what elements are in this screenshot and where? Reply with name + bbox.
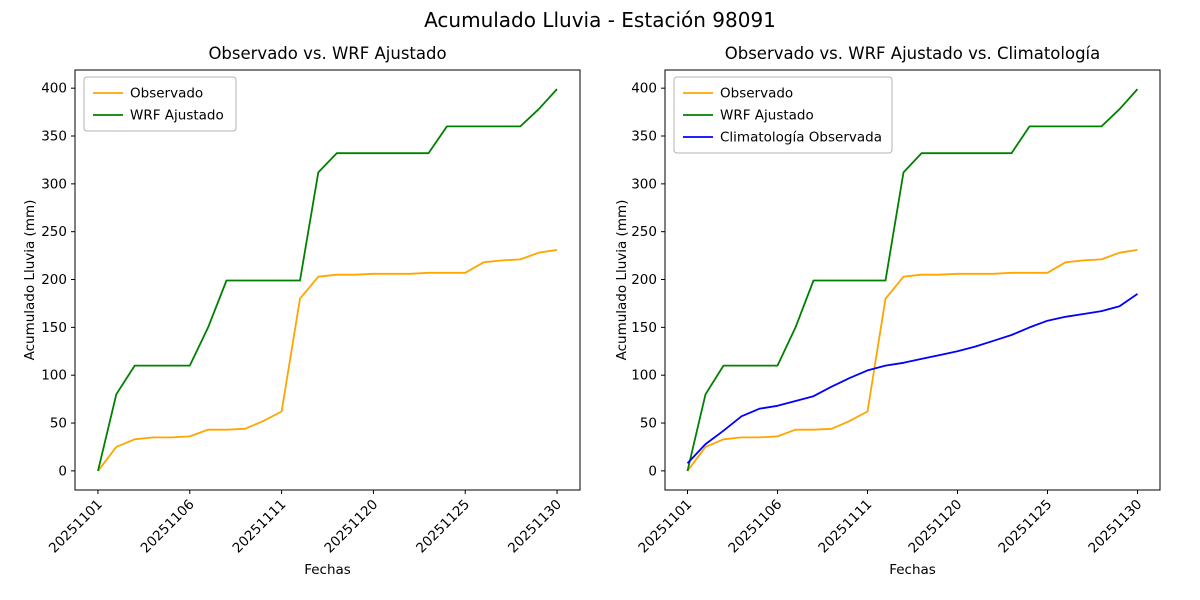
y-tick-label: 400: [631, 81, 657, 97]
legend-label: Observado: [130, 86, 203, 102]
right-chart-canvas: 0 50 100 150 200 250 300 350 400 20251101 20251106…: [631, 69, 1161, 557]
y-tick-label: 100: [41, 368, 67, 384]
series-line-WRF Ajustado: [686, 88, 1139, 472]
x-tick-label: 20251130: [505, 497, 565, 557]
y-tick-label: 0: [58, 463, 67, 479]
right-chart-ylabel: Acumulado Lluvia (mm): [614, 199, 630, 361]
legend: [83, 76, 237, 132]
x-tick-label: 20251125: [995, 497, 1055, 557]
y-tick-label: 250: [631, 224, 657, 240]
legend-label: WRF Ajustado: [720, 108, 814, 124]
left-chart-ylabel: Acumulado Lluvia (mm): [22, 199, 38, 361]
y-tick-label: 50: [640, 416, 657, 432]
y-tick-label: 200: [631, 272, 657, 288]
y-tick-label: 300: [41, 176, 67, 192]
y-tick-label: 200: [41, 272, 67, 288]
x-tick-label: 20251111: [230, 497, 290, 557]
y-tick-label: 400: [41, 81, 67, 97]
y-tick-label: 0: [648, 463, 657, 479]
y-tick-label: 350: [631, 129, 657, 145]
left-chart: 0 50 100 150 200 250 300 350 400 20251101 20251106…: [22, 44, 581, 578]
legend-label: Observado: [720, 86, 793, 102]
left-chart-title: Observado vs. WRF Ajustado: [208, 44, 447, 63]
x-tick-label: 20251101: [635, 497, 695, 557]
legend-label: WRF Ajustado: [130, 108, 224, 124]
series-line-WRF Ajustado: [97, 88, 558, 472]
x-tick-label: 20251106: [138, 497, 198, 557]
y-tick-label: 350: [41, 129, 67, 145]
figure-title: Acumulado Lluvia - Estación 98091: [424, 8, 776, 32]
x-tick-label: 20251120: [321, 497, 381, 557]
right-chart-xlabel: Fechas: [889, 562, 936, 578]
x-tick-label: 20251130: [1085, 497, 1145, 557]
y-tick-label: 150: [41, 320, 67, 336]
x-tick-label: 20251125: [413, 497, 473, 557]
x-tick-label: 20251101: [46, 497, 106, 557]
left-chart-canvas: 0 50 100 150 200 250 300 350 400 20251101 20251106…: [41, 69, 581, 557]
series-line-Observado: [97, 249, 558, 472]
x-tick-label: 20251106: [725, 497, 785, 557]
y-tick-label: 150: [631, 320, 657, 336]
y-tick-label: 250: [41, 224, 67, 240]
x-tick-label: 20251120: [905, 497, 965, 557]
series-line-Observado: [686, 249, 1138, 472]
legend-label: Climatología Observada: [720, 130, 882, 146]
right-chart-title: Observado vs. WRF Ajustado vs. Climatolo…: [724, 44, 1101, 63]
y-tick-label: 100: [631, 368, 657, 384]
plot-area: [74, 69, 581, 491]
left-chart-xlabel: Fechas: [304, 562, 351, 578]
y-tick-label: 50: [50, 416, 67, 432]
series-line-Climatología Observada: [686, 293, 1139, 464]
right-chart: 0 50 100 150 200 250 300 350 400 20251101 20251106…: [600, 0, 1200, 600]
y-tick-label: 300: [631, 176, 657, 192]
x-tick-label: 20251111: [815, 497, 875, 557]
legend: [673, 76, 893, 154]
